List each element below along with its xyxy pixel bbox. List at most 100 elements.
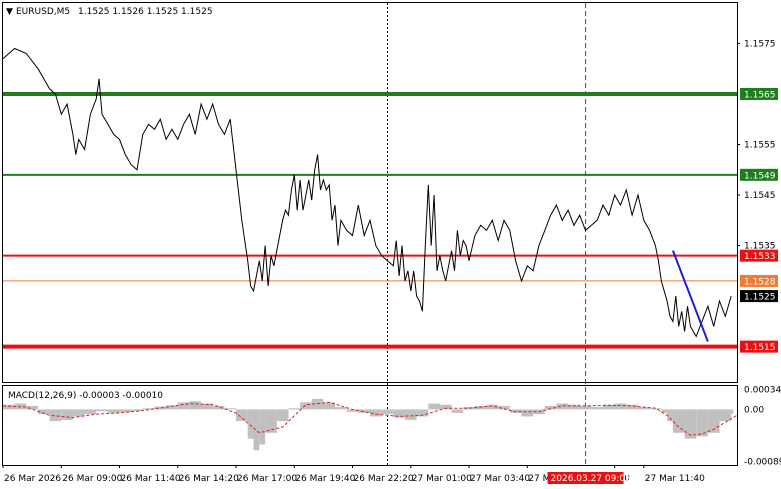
- macd-plot-frame: [2, 385, 738, 466]
- symbol-label: EURUSD,M5: [16, 7, 70, 17]
- macd-histogram-bar: [311, 398, 324, 410]
- time-tick-label: 26 Mar 14:20: [179, 474, 239, 484]
- level-tag-1.1515: [740, 340, 778, 353]
- macd-histogram-bar: [544, 405, 557, 410]
- macd-histogram-bar: [358, 409, 370, 413]
- macd-histogram-bar: [323, 402, 336, 410]
- macd-histogram-bar: [731, 409, 734, 415]
- level-tag-text: 1.1528: [744, 277, 776, 287]
- time-tick-label: 26 Mar 19:40: [295, 474, 355, 484]
- macd-histogram-bar: [451, 409, 464, 413]
- level-tag-text: 1.1515: [744, 343, 776, 353]
- macd-histogram-bar: [509, 409, 522, 413]
- level-tag-text: 1.1565: [744, 90, 776, 100]
- trend-line[interactable]: [671, 250, 709, 342]
- macd-histogram-bar: [166, 405, 178, 410]
- macd-histogram-bar: [719, 409, 732, 422]
- macd-histogram-bar: [591, 407, 604, 410]
- macd-histogram-bar: [556, 403, 569, 410]
- price-tick-label: 1.1575: [744, 39, 776, 49]
- level-tag-1.1533: [740, 249, 778, 262]
- macd-histogram-bar: [603, 404, 615, 410]
- header-arrow-icon[interactable]: ▼: [6, 7, 13, 17]
- macd-histogram-bar: [201, 403, 213, 410]
- macd-histogram-bar: [119, 409, 132, 413]
- macd-histogram-bar: [661, 409, 668, 413]
- highlight-time-label: 2026.03.27 09:05: [551, 474, 631, 484]
- macd-histogram-bar: [626, 404, 638, 410]
- macd-histogram-bar: [236, 409, 248, 422]
- macd-histogram-bar: [189, 401, 202, 410]
- macd-histogram-bar: [672, 409, 685, 433]
- macd-histogram-bar: [96, 409, 108, 412]
- macd-histogram-bar: [72, 409, 85, 417]
- time-tick-label: 27 Mar 01:00: [412, 474, 472, 484]
- macd-signal-line: [2, 401, 738, 436]
- macd-histogram-bar: [667, 409, 673, 422]
- macd-histogram-bar: [26, 405, 38, 410]
- macd-histogram-bar: [259, 409, 266, 445]
- macd-histogram-bar: [439, 404, 452, 410]
- macd-histogram-bar: [84, 409, 97, 415]
- level-tag-1.1565: [740, 87, 778, 100]
- macd-histogram-bar: [265, 409, 277, 433]
- macd-histogram-bar: [416, 409, 429, 417]
- macd-histogram-bar: [107, 409, 120, 413]
- current-price-tag: [740, 290, 778, 303]
- macd-histogram-bar: [37, 409, 50, 415]
- time-tick-label: 27 Mar 11:40: [645, 474, 705, 484]
- macd-histogram-bar: [247, 409, 254, 439]
- macd-histogram-bar: [696, 409, 708, 437]
- macd-histogram-bar: [3, 404, 15, 410]
- macd-histogram-bar: [300, 402, 312, 410]
- macd-histogram-bar: [288, 408, 301, 410]
- macd-histogram-bar: [49, 409, 62, 422]
- macd-histogram-bar: [579, 405, 592, 410]
- macd-histogram-bar: [177, 402, 190, 410]
- macd-histogram-bar: [131, 409, 143, 412]
- macd-histogram-bar: [614, 403, 627, 410]
- macd-histogram-bar: [637, 407, 650, 410]
- macd-tick-label: 0.00: [744, 405, 764, 415]
- time-tick-label: 27 Mar: [528, 474, 560, 484]
- time-tick-label: 27 Mar 03:40: [470, 474, 530, 484]
- macd-histogram-bar: [154, 406, 167, 410]
- macd-histogram-bar: [404, 409, 417, 420]
- time-tick-label: 26 Mar 17:00: [237, 474, 297, 484]
- main-plot-frame: [2, 2, 738, 383]
- highlight-time-tag: [547, 472, 624, 484]
- macd-histogram-bar: [474, 405, 487, 410]
- level-tag-1.1549: [740, 168, 778, 181]
- price-tick-label: 1.1555: [744, 140, 776, 150]
- macd-histogram-bar: [568, 404, 580, 410]
- macd-histogram-bar: [649, 408, 662, 410]
- macd-tick-label: 0.00034: [744, 386, 781, 396]
- macd-histogram-bar: [276, 409, 289, 422]
- price-tick-label: 1.1545: [744, 191, 776, 201]
- macd-histogram-bar: [381, 409, 394, 415]
- macd-histogram-bar: [224, 408, 237, 410]
- price-tick-label: 1.1535: [744, 242, 776, 252]
- macd-histogram-bar: [346, 409, 359, 412]
- time-tick-label: 26 Mar 22:20: [354, 474, 414, 484]
- macd-histogram-bar: [61, 409, 73, 420]
- macd-histogram-bar: [335, 407, 347, 410]
- level-tag-text: 1.1549: [744, 171, 776, 181]
- macd-tick-label: -0.00089: [744, 457, 781, 467]
- time-tick-label: 26 Mar 2026: [4, 474, 61, 484]
- macd-histogram-bar: [498, 405, 510, 410]
- macd-histogram-bar: [253, 409, 260, 451]
- time-tick-label: 26 Mar 11:40: [121, 474, 181, 484]
- macd-histogram-bar: [428, 403, 440, 410]
- level-tag-text: 1.1533: [744, 252, 776, 262]
- macd-histogram-bar: [486, 404, 499, 410]
- macd-histogram-bar: [370, 409, 382, 417]
- macd-histogram-bar: [521, 409, 534, 417]
- macd-histogram-bar: [393, 409, 405, 418]
- level-tag-1.1528: [740, 274, 778, 287]
- ohlc-values: 1.1525 1.1526 1.1525 1.1525: [78, 7, 213, 17]
- macd-histogram-bar: [707, 409, 720, 433]
- macd-histogram-bar: [142, 408, 155, 410]
